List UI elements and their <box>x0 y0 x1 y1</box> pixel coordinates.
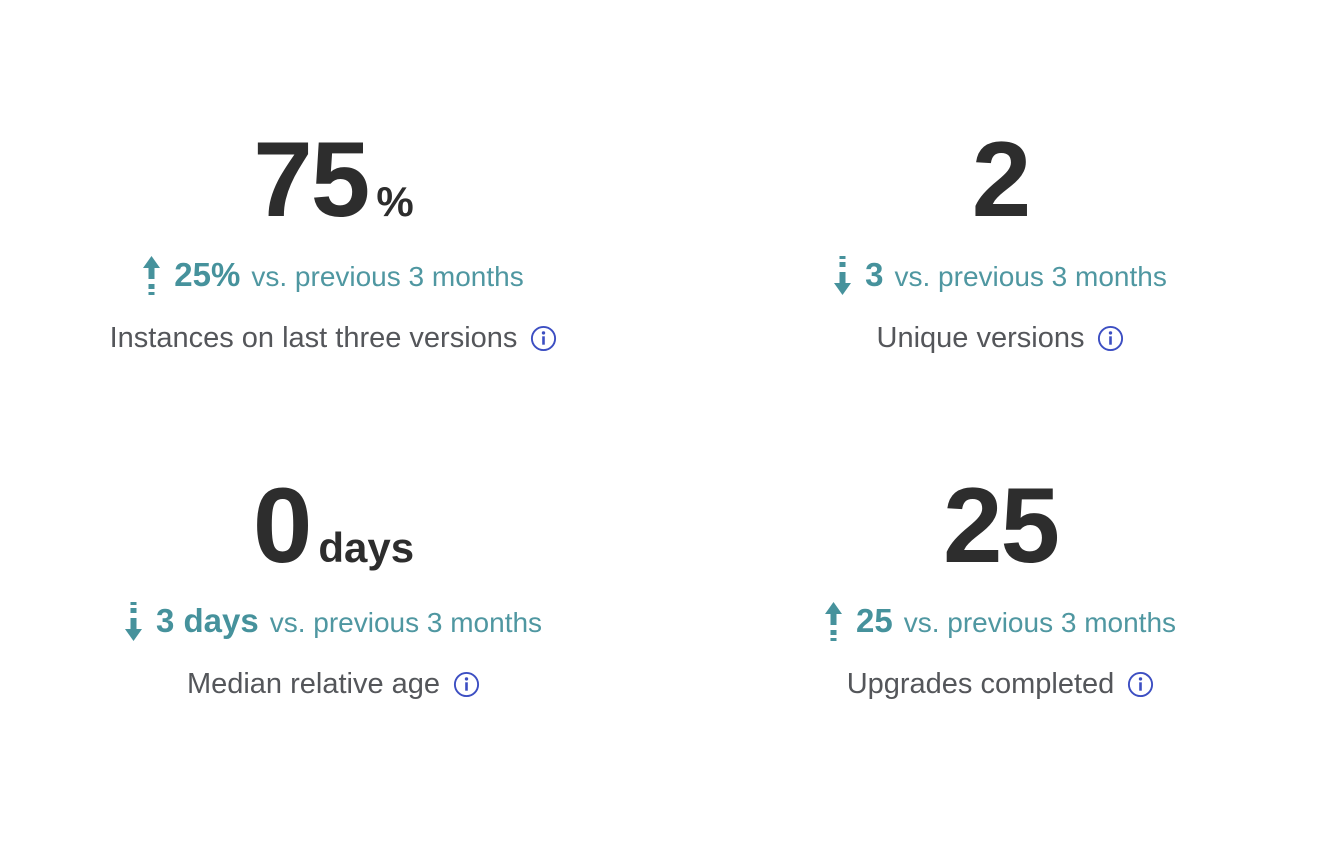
metric-label-row: Median relative age <box>187 666 480 702</box>
trend-comparison: vs. previous 3 months <box>269 607 543 638</box>
metrics-grid: 75 % 25% vs. previous 3 months Instances… <box>0 126 1334 702</box>
metric-card-unique-versions: 2 3 vs. previous 3 months Unique version… <box>667 126 1334 356</box>
info-icon[interactable] <box>530 325 557 352</box>
trend-comparison: vs. previous 3 months <box>251 261 524 292</box>
trend-comparison: vs. previous 3 months <box>903 607 1177 638</box>
info-icon[interactable] <box>453 671 480 698</box>
metric-card-median-relative-age: 0 days 3 days vs. previous 3 months Medi… <box>0 472 667 702</box>
trend-delta: 25% <box>174 256 241 293</box>
metric-unit: % <box>376 178 414 225</box>
dashed-tail-arrow-up-icon <box>824 602 842 641</box>
dashed-tail-arrow-up-icon <box>143 256 161 295</box>
metric-value-row: 2 <box>971 119 1031 239</box>
dashed-tail-arrow-down-icon <box>834 256 852 295</box>
metric-value: 0 <box>252 465 312 585</box>
metric-trend-row: 25 vs. previous 3 months <box>824 593 1177 642</box>
metric-label: Median relative age <box>186 668 441 700</box>
info-icon[interactable] <box>1127 671 1154 698</box>
metric-card-upgrades-completed: 25 25 vs. previous 3 months Upgrades com… <box>667 472 1334 702</box>
metric-card-instances-on-last-three-versions: 75 % 25% vs. previous 3 months Instances… <box>0 126 667 356</box>
trend-delta: 25 <box>855 602 893 639</box>
metric-label: Upgrades completed <box>846 668 1115 700</box>
metric-label: Instances on last three versions <box>109 322 518 354</box>
metric-label-row: Upgrades completed <box>847 666 1155 702</box>
metric-label-row: Unique versions <box>877 320 1125 356</box>
metric-label: Unique versions <box>876 322 1085 354</box>
metric-unit: days <box>318 524 415 571</box>
metric-label-row: Instances on last three versions <box>110 320 558 356</box>
metric-value: 2 <box>971 119 1031 239</box>
metric-trend-row: 3 vs. previous 3 months <box>834 247 1167 296</box>
metric-value: 25 <box>942 465 1060 585</box>
metric-value: 75 <box>253 119 370 239</box>
trend-comparison: vs. previous 3 months <box>894 261 1167 292</box>
metric-value-row: 25 <box>942 465 1060 585</box>
dashed-tail-arrow-down-icon <box>124 602 142 641</box>
metric-value-row: 75 % <box>253 126 413 233</box>
trend-delta: 3 <box>865 256 884 293</box>
metric-trend-row: 25% vs. previous 3 months <box>143 247 524 296</box>
info-icon[interactable] <box>1097 325 1124 352</box>
metric-trend-row: 3 days vs. previous 3 months <box>124 593 543 642</box>
metric-value-row: 0 days <box>253 472 414 579</box>
trend-delta: 3 days <box>155 602 259 639</box>
